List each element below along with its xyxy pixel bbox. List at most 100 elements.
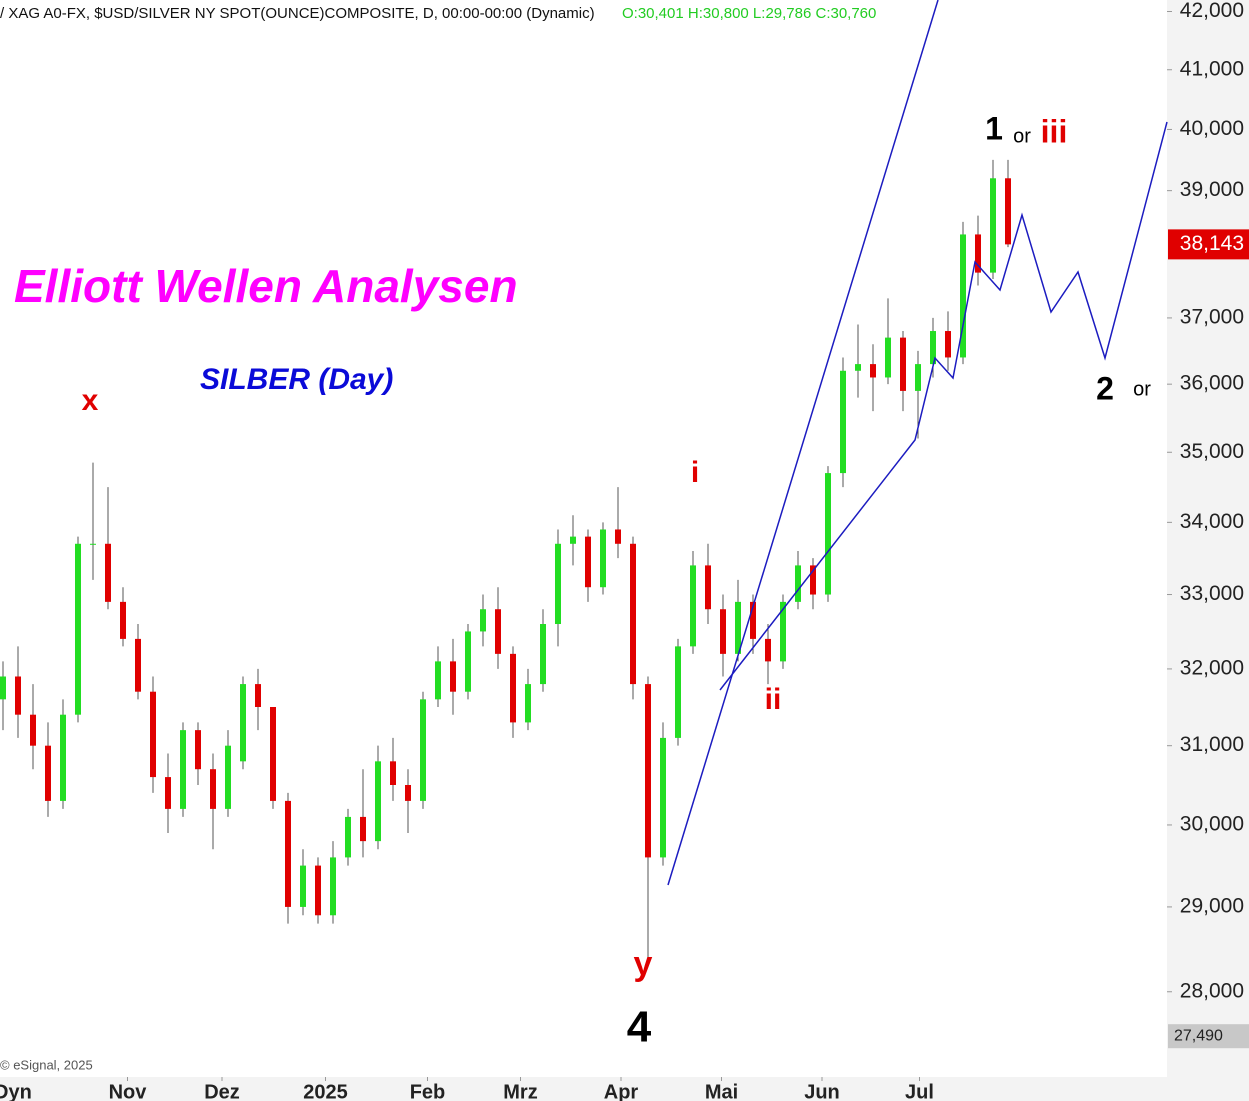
y-tick-label: 39,000 <box>1180 178 1244 201</box>
candle-body <box>15 676 21 715</box>
x-tick-label: 2025 <box>303 1081 348 1101</box>
candle-body <box>120 601 126 639</box>
candle-body <box>720 609 726 654</box>
wave-label: or <box>1013 125 1031 147</box>
wave-label: 4 <box>627 1003 652 1052</box>
header: / XAG A0-FX, $USD/SILVER NY SPOT(OUNCE)C… <box>0 5 595 22</box>
copyright: © eSignal, 2025 <box>0 1057 93 1072</box>
wave-label: x <box>82 384 99 417</box>
candle-body <box>405 784 411 801</box>
candle-body <box>825 473 831 595</box>
x-tick-label: Nov <box>109 1081 148 1101</box>
candle-body <box>495 609 501 654</box>
candle-body <box>90 543 96 545</box>
candle-body <box>960 234 966 358</box>
candle-body <box>810 565 816 595</box>
y-tick-label: 29,000 <box>1180 894 1244 917</box>
wave-label: ii <box>765 683 782 716</box>
y-axis-panel <box>1167 0 1249 1101</box>
wave-label: 1 <box>985 110 1003 146</box>
candle-body <box>765 638 771 662</box>
candle-body <box>780 601 786 662</box>
candle-body <box>480 609 486 632</box>
candle-body <box>840 370 846 474</box>
y-tick-label: 34,000 <box>1180 510 1244 533</box>
y-tick-label: 36,000 <box>1180 372 1244 395</box>
candle-body <box>660 737 666 858</box>
plot <box>0 159 1011 962</box>
candle-body <box>855 364 861 371</box>
candle-body <box>345 816 351 858</box>
candle-body <box>0 676 6 700</box>
x-axis-panel <box>0 1077 1249 1101</box>
candle-body <box>990 178 996 273</box>
candle-body <box>435 661 441 700</box>
candle-body <box>915 364 921 391</box>
x-tick-label: Mrz <box>503 1081 537 1101</box>
candle-body <box>510 653 516 723</box>
candle-body <box>270 707 276 801</box>
wave-label: y <box>634 945 653 983</box>
low-marker-tag <box>1168 1024 1249 1049</box>
candle-body <box>180 730 186 809</box>
candle-body <box>450 661 456 692</box>
x-tick-label: Feb <box>410 1081 446 1101</box>
wave-label: iii <box>1041 113 1068 149</box>
candle-body <box>885 337 891 378</box>
candle-body <box>390 761 396 785</box>
candle-body <box>900 337 906 391</box>
wave-label: i <box>691 456 699 489</box>
candle-body <box>585 536 591 588</box>
candle-body <box>240 684 246 762</box>
candle-body <box>975 234 981 273</box>
candle-body <box>375 761 381 842</box>
title: Elliott Wellen Analysen <box>14 260 518 312</box>
candle-body <box>75 543 81 715</box>
candle-body <box>30 714 36 746</box>
low-marker-label: 27,490 <box>1174 1027 1223 1044</box>
x-tick-label: Apr <box>604 1081 639 1101</box>
x-tick-label: Jun <box>804 1081 840 1101</box>
candle-body <box>210 769 216 809</box>
x-tick-label: Dez <box>204 1081 240 1101</box>
candle-body <box>195 730 201 770</box>
candle-body <box>285 800 291 907</box>
candle-body <box>945 331 951 358</box>
candle-body <box>330 857 336 916</box>
x-tick-label: Jul <box>905 1081 934 1101</box>
y-tick-label: 32,000 <box>1180 656 1244 679</box>
y-tick-label: 33,000 <box>1180 582 1244 605</box>
channel-line <box>667 0 939 886</box>
candle-body <box>735 601 741 654</box>
y-tick-label: 30,000 <box>1180 813 1244 836</box>
candle-body <box>555 543 561 625</box>
y-tick-label: 40,000 <box>1180 117 1244 140</box>
candle-body <box>465 631 471 692</box>
candle-body <box>630 543 636 685</box>
candle-body <box>60 714 66 801</box>
candle-body <box>540 624 546 685</box>
candle-body <box>165 777 171 809</box>
y-tick-label: 28,000 <box>1180 979 1244 1002</box>
candle-body <box>690 565 696 647</box>
y-tick-label: 31,000 <box>1180 733 1244 756</box>
candle-body <box>360 816 366 842</box>
x-tick-label: Mai <box>705 1081 738 1101</box>
candle-body <box>570 536 576 544</box>
y-tick-label: 41,000 <box>1180 57 1244 80</box>
candle-body <box>1005 178 1011 245</box>
candle-body <box>300 865 306 907</box>
candle-body <box>105 543 111 602</box>
candle-body <box>645 684 651 858</box>
candle-body <box>615 529 621 544</box>
y-tick-label: 37,000 <box>1180 305 1244 328</box>
candle-body <box>255 684 261 708</box>
candle-body <box>675 646 681 738</box>
candle-body <box>795 565 801 602</box>
wave-label: or <box>1133 378 1151 400</box>
header-ohlc: O:30,401 H:30,800 L:29,786 C:30,760 <box>622 5 876 22</box>
last-price-tag <box>1168 229 1249 260</box>
candle-body <box>45 745 51 801</box>
wave-label: 2 <box>1096 370 1114 406</box>
